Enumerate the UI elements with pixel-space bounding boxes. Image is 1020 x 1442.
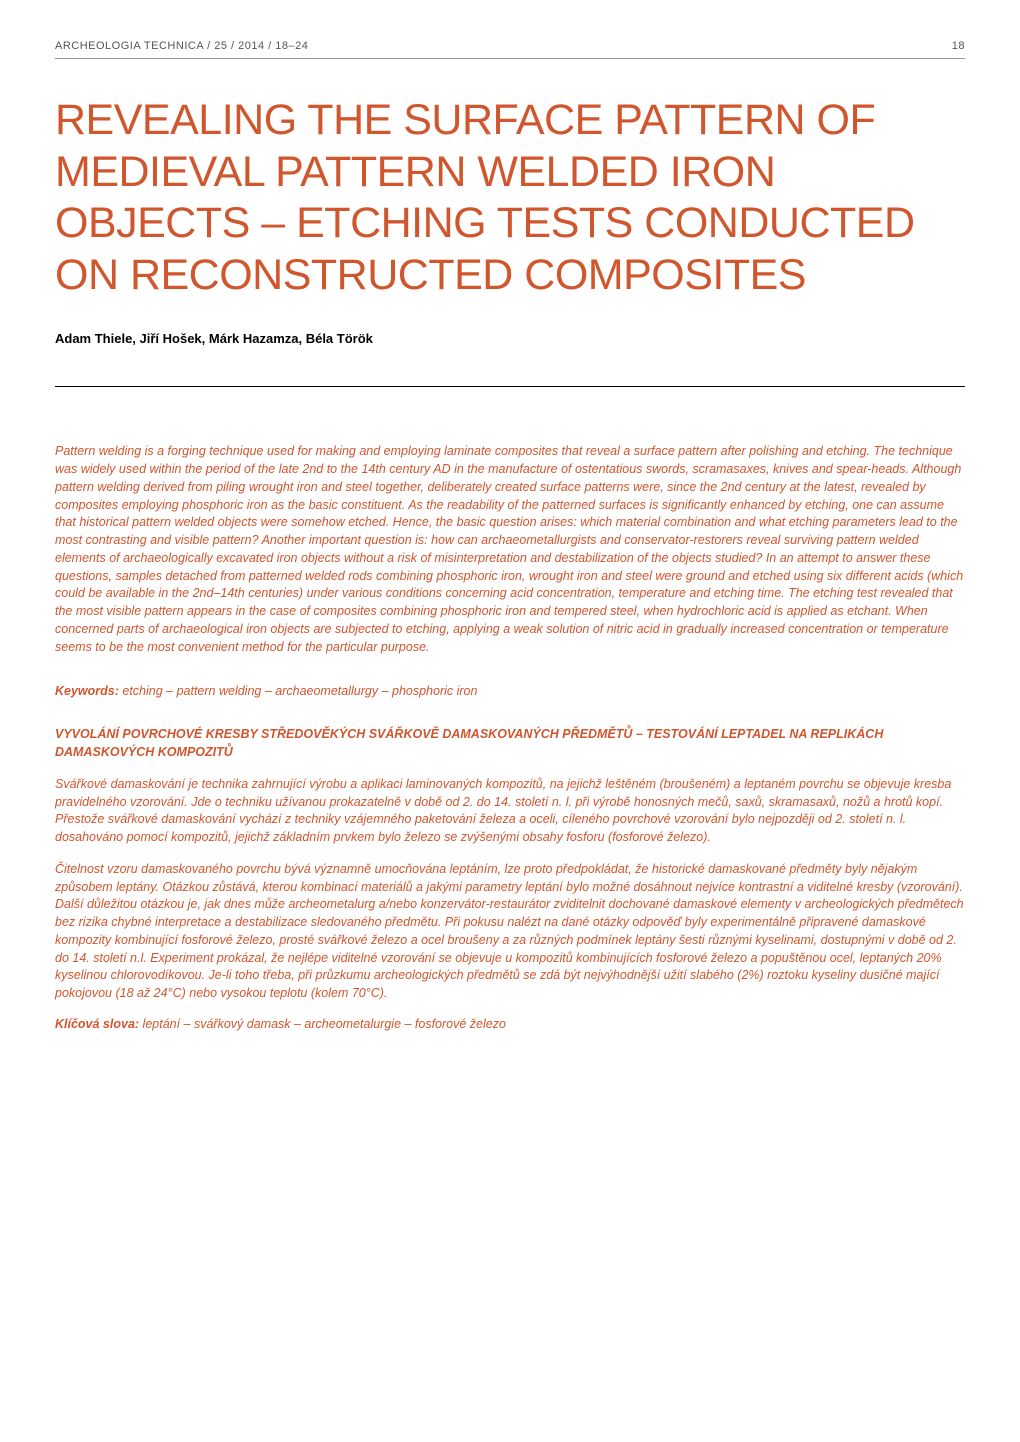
keywords-label-en: Keywords: — [55, 684, 119, 698]
keywords-values-cz: leptání – svářkový damask – archeometalu… — [139, 1017, 506, 1031]
keywords-values-en: etching – pattern welding – archaeometal… — [119, 684, 478, 698]
keywords-czech: Klíčová slova: leptání – svářkový damask… — [55, 1017, 965, 1031]
abstract-czech-paragraph-2: Čitelnost vzoru damaskovaného povrchu bý… — [55, 861, 965, 1003]
subtitle-czech: VYVOLÁNÍ POVRCHOVÉ KRESBY STŘEDOVĚKÝCH S… — [55, 726, 965, 762]
keywords-label-cz: Klíčová slova: — [55, 1017, 139, 1031]
running-header: ARCHEOLOGIA TECHNICA / 25 / 2014 / 18–24… — [55, 40, 965, 59]
abstract-czech-paragraph-1: Svářkové damaskování je technika zahrnuj… — [55, 776, 965, 847]
article-title: REVEALING THE SURFACE PATTERN OF MEDIEVA… — [55, 95, 965, 301]
keywords-english: Keywords: etching – pattern welding – ar… — [55, 684, 965, 698]
authors-list: Adam Thiele, Jiří Hošek, Márk Hazamza, B… — [55, 331, 965, 346]
abstract-english: Pattern welding is a forging technique u… — [55, 443, 965, 656]
page-number: 18 — [952, 40, 965, 52]
journal-reference: ARCHEOLOGIA TECHNICA / 25 / 2014 / 18–24 — [55, 40, 308, 52]
section-divider — [55, 386, 965, 387]
